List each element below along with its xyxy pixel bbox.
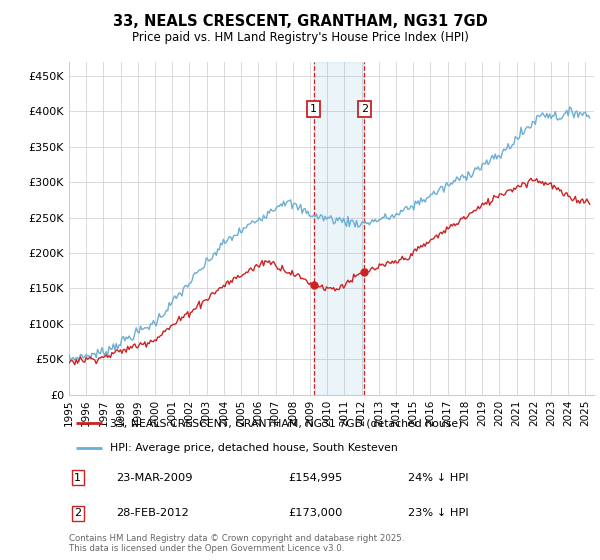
Bar	[314, 62, 364, 395]
Text: 1: 1	[74, 473, 81, 483]
Text: 2: 2	[361, 104, 368, 114]
Text: 28-FEB-2012: 28-FEB-2012	[116, 508, 189, 518]
Text: 33, NEALS CRESCENT, GRANTHAM, NG31 7GD: 33, NEALS CRESCENT, GRANTHAM, NG31 7GD	[113, 14, 487, 29]
Text: 24% ↓ HPI: 24% ↓ HPI	[409, 473, 469, 483]
Text: Price paid vs. HM Land Registry's House Price Index (HPI): Price paid vs. HM Land Registry's House …	[131, 31, 469, 44]
Text: 33, NEALS CRESCENT, GRANTHAM, NG31 7GD (detached house): 33, NEALS CRESCENT, GRANTHAM, NG31 7GD (…	[110, 418, 462, 428]
Text: 23% ↓ HPI: 23% ↓ HPI	[409, 508, 469, 518]
Text: 2: 2	[74, 508, 82, 518]
Text: 23-MAR-2009: 23-MAR-2009	[116, 473, 193, 483]
Text: £173,000: £173,000	[288, 508, 343, 518]
Text: £154,995: £154,995	[288, 473, 343, 483]
Text: Contains HM Land Registry data © Crown copyright and database right 2025.
This d: Contains HM Land Registry data © Crown c…	[69, 534, 404, 553]
Text: HPI: Average price, detached house, South Kesteven: HPI: Average price, detached house, Sout…	[110, 442, 398, 452]
Text: 1: 1	[310, 104, 317, 114]
